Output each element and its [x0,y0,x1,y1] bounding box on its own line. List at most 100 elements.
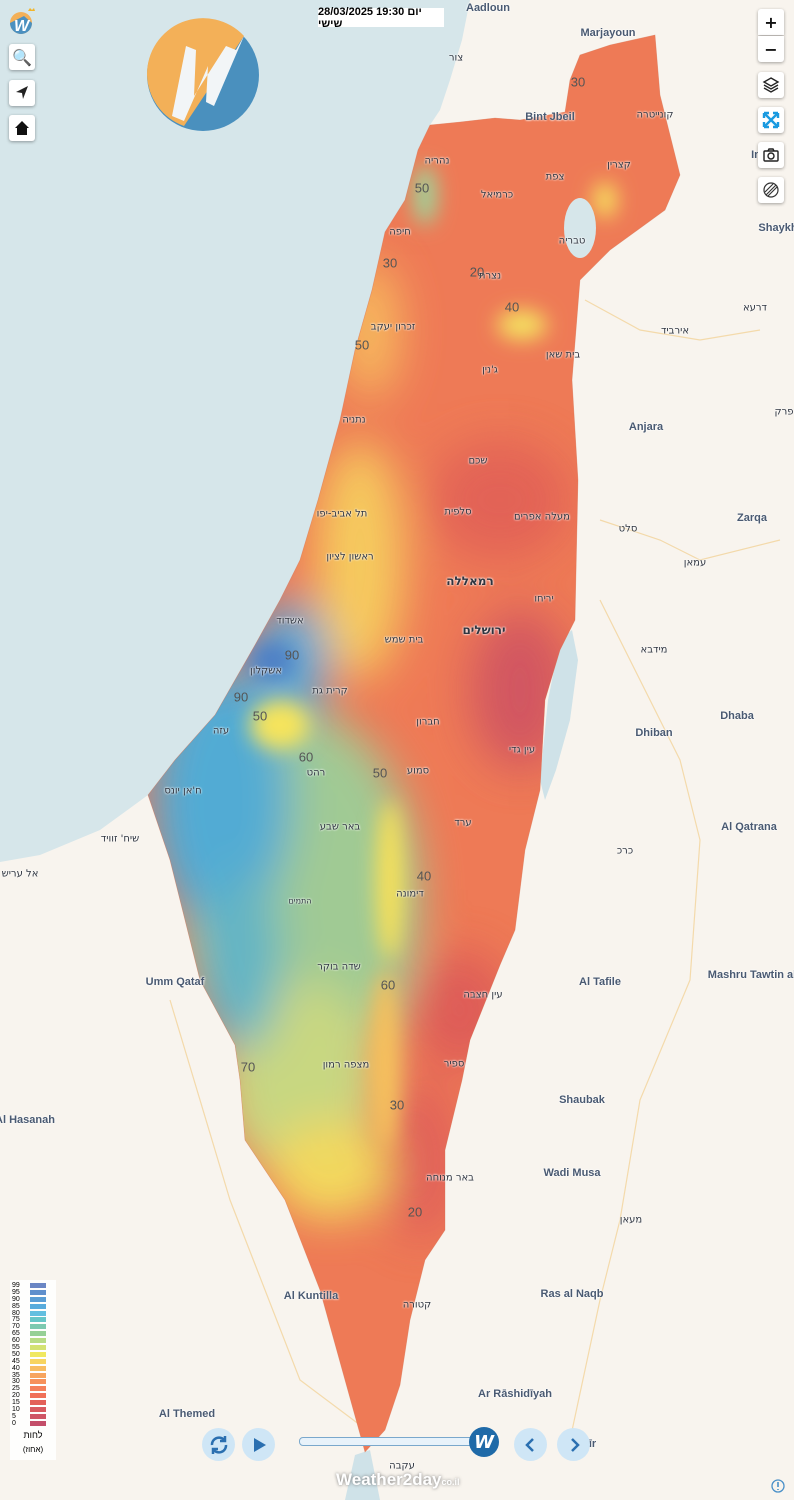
place-label: Dhaba [720,710,754,722]
home-icon [15,121,29,135]
legend-value: 80 [12,1309,20,1317]
contour-label: 50 [414,180,430,196]
place-label: רמאללה [446,574,494,588]
legend-swatch [30,1379,46,1385]
legend-entry: 80 [10,1310,56,1317]
place-label: פרק [774,406,794,418]
place-label: Ar Rāshidīyah [478,1388,552,1400]
place-label: שיח' זוויד [100,833,140,845]
legend-value: 50 [12,1350,20,1358]
red-sea [345,1450,380,1500]
layers-button[interactable] [758,72,784,98]
place-label: ספיר [443,1058,465,1070]
zoom-out-button[interactable]: − [758,36,784,62]
screenshot-button[interactable] [758,142,784,168]
legend-value: 15 [12,1399,20,1407]
legend-entry: 0 [10,1420,56,1427]
search-icon: 🔍 [12,47,32,67]
place-label: ערד [454,817,472,829]
place-label: אשקלון [250,665,282,677]
legend-value: 45 [12,1357,20,1365]
fullscreen-icon [762,111,780,129]
place-label: טבריה [558,235,586,247]
home-button[interactable] [9,115,35,141]
legend-swatch [30,1324,46,1330]
contour-label: 50 [354,337,370,353]
contour-label: 60 [380,977,396,993]
contour-label: 30 [382,255,398,271]
contour-label: 20 [407,1204,423,1220]
legend-swatch [30,1282,46,1288]
contour-label: 20 [469,264,485,280]
contour-label: 40 [504,299,520,315]
place-label: דרעא [742,302,768,314]
legend-value: 35 [12,1371,20,1379]
legend-entry: 25 [10,1385,56,1392]
place-label: Al Themed [158,1408,216,1420]
place-label: שדה בוקר [317,961,361,973]
place-label: Al Kuntilla [283,1290,339,1302]
place-label: סמוע [406,765,430,777]
place-label: עין גדי [508,744,536,756]
legend-swatch [30,1358,46,1364]
legend-swatch [30,1386,46,1392]
legend-value: 55 [12,1343,20,1351]
legend-value: 40 [12,1364,20,1372]
place-label: מעאן [619,1214,643,1226]
legend-swatch [30,1296,46,1302]
search-button[interactable]: 🔍 [9,44,35,70]
contour-label: 90 [284,647,300,663]
contour-label: 50 [372,765,388,781]
contour-label: 70 [240,1059,256,1075]
legend-value: 95 [12,1288,20,1296]
place-label: אירביד [660,325,690,337]
legend-value: 30 [12,1378,20,1386]
place-label: חברון [416,716,440,728]
play-button[interactable] [242,1428,275,1461]
timeline-slider[interactable] [299,1437,481,1446]
legend-swatch [30,1372,46,1378]
legend-swatch [30,1317,46,1323]
refresh-button[interactable] [202,1428,235,1461]
fullscreen-button[interactable] [758,107,784,133]
place-label: Shaubak [559,1094,605,1106]
place-label: In [751,149,761,161]
place-label: קרית גת [312,685,348,697]
timeline-slider-handle[interactable]: W [469,1427,499,1457]
roads [169,299,781,1441]
place-label: Aadloun [466,2,510,14]
legend-value: 20 [12,1392,20,1400]
legend-entry: 75 [10,1316,56,1323]
radar-button[interactable] [758,177,784,203]
info-icon[interactable] [771,1479,785,1493]
place-label: נתניה [342,414,366,426]
svg-text:W: W [14,18,31,35]
app-logo-small[interactable]: W [8,6,38,36]
place-label: מצפה רמון [322,1059,370,1071]
place-label: מעלה אפרים [514,511,570,523]
place-label: זכרון יעקב [370,321,416,333]
legend-value: 10 [12,1405,20,1413]
legend-entry: 10 [10,1406,56,1413]
previous-button[interactable] [514,1428,547,1461]
place-label: דימונה [396,888,424,900]
radar-icon [763,182,779,198]
place-label: Anjara [628,421,664,433]
legend-entry: 30 [10,1378,56,1385]
legend-value: 70 [12,1323,20,1331]
next-button[interactable] [557,1428,590,1461]
zoom-in-button[interactable]: + [758,9,784,35]
contour-label: 30 [570,74,586,90]
place-label: Shaykh [758,222,794,234]
legend-entry: 5 [10,1413,56,1420]
legend-value: 85 [12,1302,20,1310]
place-label: ראשון לציון [326,551,374,563]
legend-entry: 55 [10,1344,56,1351]
place-label: סלט [618,523,638,535]
legend-entry: 15 [10,1399,56,1406]
contour-label: 40 [416,868,432,884]
sea [0,0,470,862]
locate-button[interactable] [9,80,35,106]
place-label: Dhiban [635,727,673,739]
